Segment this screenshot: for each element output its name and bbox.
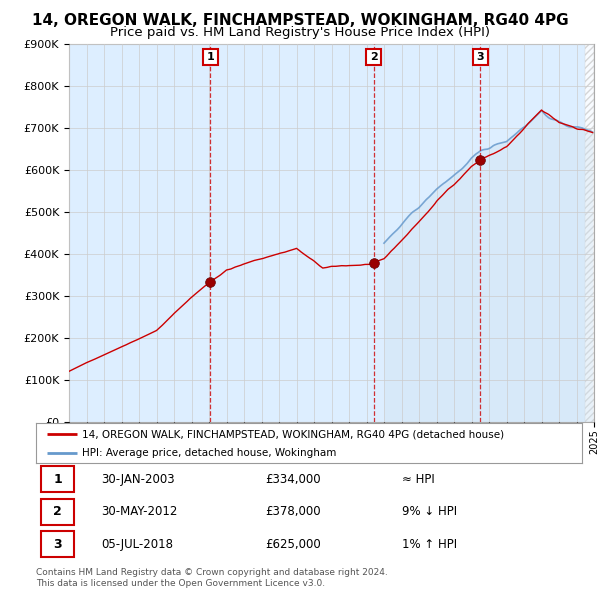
FancyBboxPatch shape bbox=[41, 499, 74, 525]
Text: 30-JAN-2003: 30-JAN-2003 bbox=[101, 473, 175, 486]
Text: Contains HM Land Registry data © Crown copyright and database right 2024.
This d: Contains HM Land Registry data © Crown c… bbox=[36, 568, 388, 588]
Text: 1% ↑ HPI: 1% ↑ HPI bbox=[402, 537, 457, 551]
FancyBboxPatch shape bbox=[41, 466, 74, 492]
Text: 14, OREGON WALK, FINCHAMPSTEAD, WOKINGHAM, RG40 4PG (detached house): 14, OREGON WALK, FINCHAMPSTEAD, WOKINGHA… bbox=[82, 430, 505, 440]
FancyBboxPatch shape bbox=[41, 531, 74, 557]
Text: 3: 3 bbox=[476, 52, 484, 62]
Text: 3: 3 bbox=[53, 537, 62, 551]
Text: 30-MAY-2012: 30-MAY-2012 bbox=[101, 505, 178, 519]
Text: Price paid vs. HM Land Registry's House Price Index (HPI): Price paid vs. HM Land Registry's House … bbox=[110, 26, 490, 39]
Text: £378,000: £378,000 bbox=[265, 505, 321, 519]
Text: £625,000: £625,000 bbox=[265, 537, 321, 551]
Text: ≈ HPI: ≈ HPI bbox=[402, 473, 434, 486]
Text: 05-JUL-2018: 05-JUL-2018 bbox=[101, 537, 173, 551]
Text: 2: 2 bbox=[370, 52, 377, 62]
Text: HPI: Average price, detached house, Wokingham: HPI: Average price, detached house, Woki… bbox=[82, 448, 337, 458]
Text: 9% ↓ HPI: 9% ↓ HPI bbox=[402, 505, 457, 519]
Text: £334,000: £334,000 bbox=[265, 473, 321, 486]
Text: 1: 1 bbox=[206, 52, 214, 62]
Text: 14, OREGON WALK, FINCHAMPSTEAD, WOKINGHAM, RG40 4PG: 14, OREGON WALK, FINCHAMPSTEAD, WOKINGHA… bbox=[32, 13, 568, 28]
Text: 1: 1 bbox=[53, 473, 62, 486]
Text: 2: 2 bbox=[53, 505, 62, 519]
